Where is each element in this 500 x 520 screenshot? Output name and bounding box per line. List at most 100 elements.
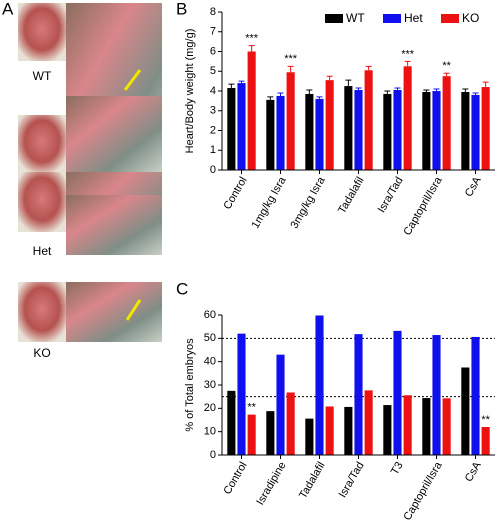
genotype-label: WT xyxy=(33,69,52,83)
bar xyxy=(286,72,295,170)
embryo-photo xyxy=(18,172,66,232)
arrow xyxy=(123,69,142,91)
bar xyxy=(227,88,236,170)
legend-swatch xyxy=(325,14,343,23)
error-bar xyxy=(306,89,313,94)
bar xyxy=(422,91,431,170)
bar xyxy=(432,91,441,170)
y-tick-label: 7 xyxy=(210,26,216,38)
bar xyxy=(266,99,275,170)
error-bar xyxy=(423,89,430,92)
legend-label: Het xyxy=(404,11,423,25)
bar xyxy=(364,390,373,455)
error-bar xyxy=(277,92,284,96)
x-tick-label: T3 xyxy=(389,460,406,477)
bar xyxy=(344,406,353,455)
x-tick-label: Captopril/Isra xyxy=(402,459,446,520)
label-box xyxy=(18,62,66,92)
heart-photo xyxy=(66,282,162,342)
embryo-photo xyxy=(18,282,66,342)
bar xyxy=(471,94,480,170)
bar xyxy=(315,315,324,455)
y-tick-label: 3 xyxy=(210,105,216,117)
bar xyxy=(432,335,441,455)
bar xyxy=(383,405,392,455)
legend-label: KO xyxy=(462,11,479,25)
bar xyxy=(354,334,363,455)
legend-swatch xyxy=(383,14,401,23)
bar xyxy=(481,87,490,170)
bar xyxy=(237,83,246,170)
y-axis-label: % of Total embryos xyxy=(184,338,196,432)
x-tick-label: CsA xyxy=(463,459,484,484)
x-tick-label: Control xyxy=(221,175,249,212)
error-bar xyxy=(316,96,323,99)
significance: ** xyxy=(247,402,256,414)
bar xyxy=(247,51,256,170)
error-bar xyxy=(228,83,235,89)
y-tick-label: 50 xyxy=(204,332,216,344)
y-axis-label: Heart/Body weight (mg/g) xyxy=(184,29,196,154)
bar xyxy=(461,91,470,170)
error-bar xyxy=(345,79,352,87)
x-tick-label: Control xyxy=(221,460,249,497)
bar xyxy=(393,330,402,455)
y-tick-label: 0 xyxy=(210,449,216,461)
panel-label: C xyxy=(176,279,188,298)
bar xyxy=(305,93,314,170)
error-bar xyxy=(462,88,469,92)
bar xyxy=(325,406,334,455)
error-bar xyxy=(238,80,245,84)
panel-label: B xyxy=(176,0,187,18)
x-tick-label: Isra/Tad xyxy=(376,175,406,215)
bar xyxy=(237,333,246,455)
bar xyxy=(403,395,412,455)
bar xyxy=(481,427,490,455)
error-bar xyxy=(433,88,440,91)
panel-label: A xyxy=(2,0,14,18)
significance: *** xyxy=(245,32,259,44)
bar xyxy=(247,414,256,455)
y-tick-label: 60 xyxy=(204,309,216,321)
significance: ** xyxy=(481,414,490,426)
significance: ** xyxy=(442,60,451,72)
x-tick-label: Captopril/Isra xyxy=(402,174,446,237)
bar xyxy=(422,398,431,455)
legend-label: WT xyxy=(346,11,365,25)
error-bar xyxy=(365,65,372,71)
y-tick-label: 4 xyxy=(210,85,216,97)
bar xyxy=(393,90,402,170)
bar xyxy=(471,336,480,455)
error-bar xyxy=(482,81,489,88)
x-tick-label: Isra/Tad xyxy=(337,460,367,500)
bar xyxy=(266,411,275,455)
error-bar xyxy=(248,45,255,52)
error-bar xyxy=(326,75,333,81)
error-bar xyxy=(443,72,450,77)
error-bar xyxy=(394,87,401,91)
y-tick-label: 1 xyxy=(210,144,216,156)
arrow xyxy=(125,299,142,321)
x-tick-label: CsA xyxy=(463,174,484,199)
bar xyxy=(276,354,285,455)
error-bar xyxy=(267,96,274,100)
error-bar xyxy=(355,87,362,91)
bar xyxy=(403,66,412,170)
label-box xyxy=(18,232,66,264)
error-bar xyxy=(404,60,411,67)
error-bar xyxy=(472,92,479,95)
bar xyxy=(461,367,470,455)
y-tick-label: 2 xyxy=(210,124,216,136)
y-tick-label: 10 xyxy=(204,426,216,438)
legend-swatch xyxy=(441,14,459,23)
y-tick-label: 6 xyxy=(210,45,216,57)
y-tick-label: 8 xyxy=(210,6,216,18)
y-tick-label: 20 xyxy=(204,402,216,414)
significance: *** xyxy=(284,53,298,65)
bar xyxy=(276,95,285,170)
bar xyxy=(442,76,451,170)
bar xyxy=(325,80,334,170)
bar xyxy=(344,86,353,170)
bar xyxy=(227,390,236,455)
x-tick-label: Isradipine xyxy=(254,460,288,507)
